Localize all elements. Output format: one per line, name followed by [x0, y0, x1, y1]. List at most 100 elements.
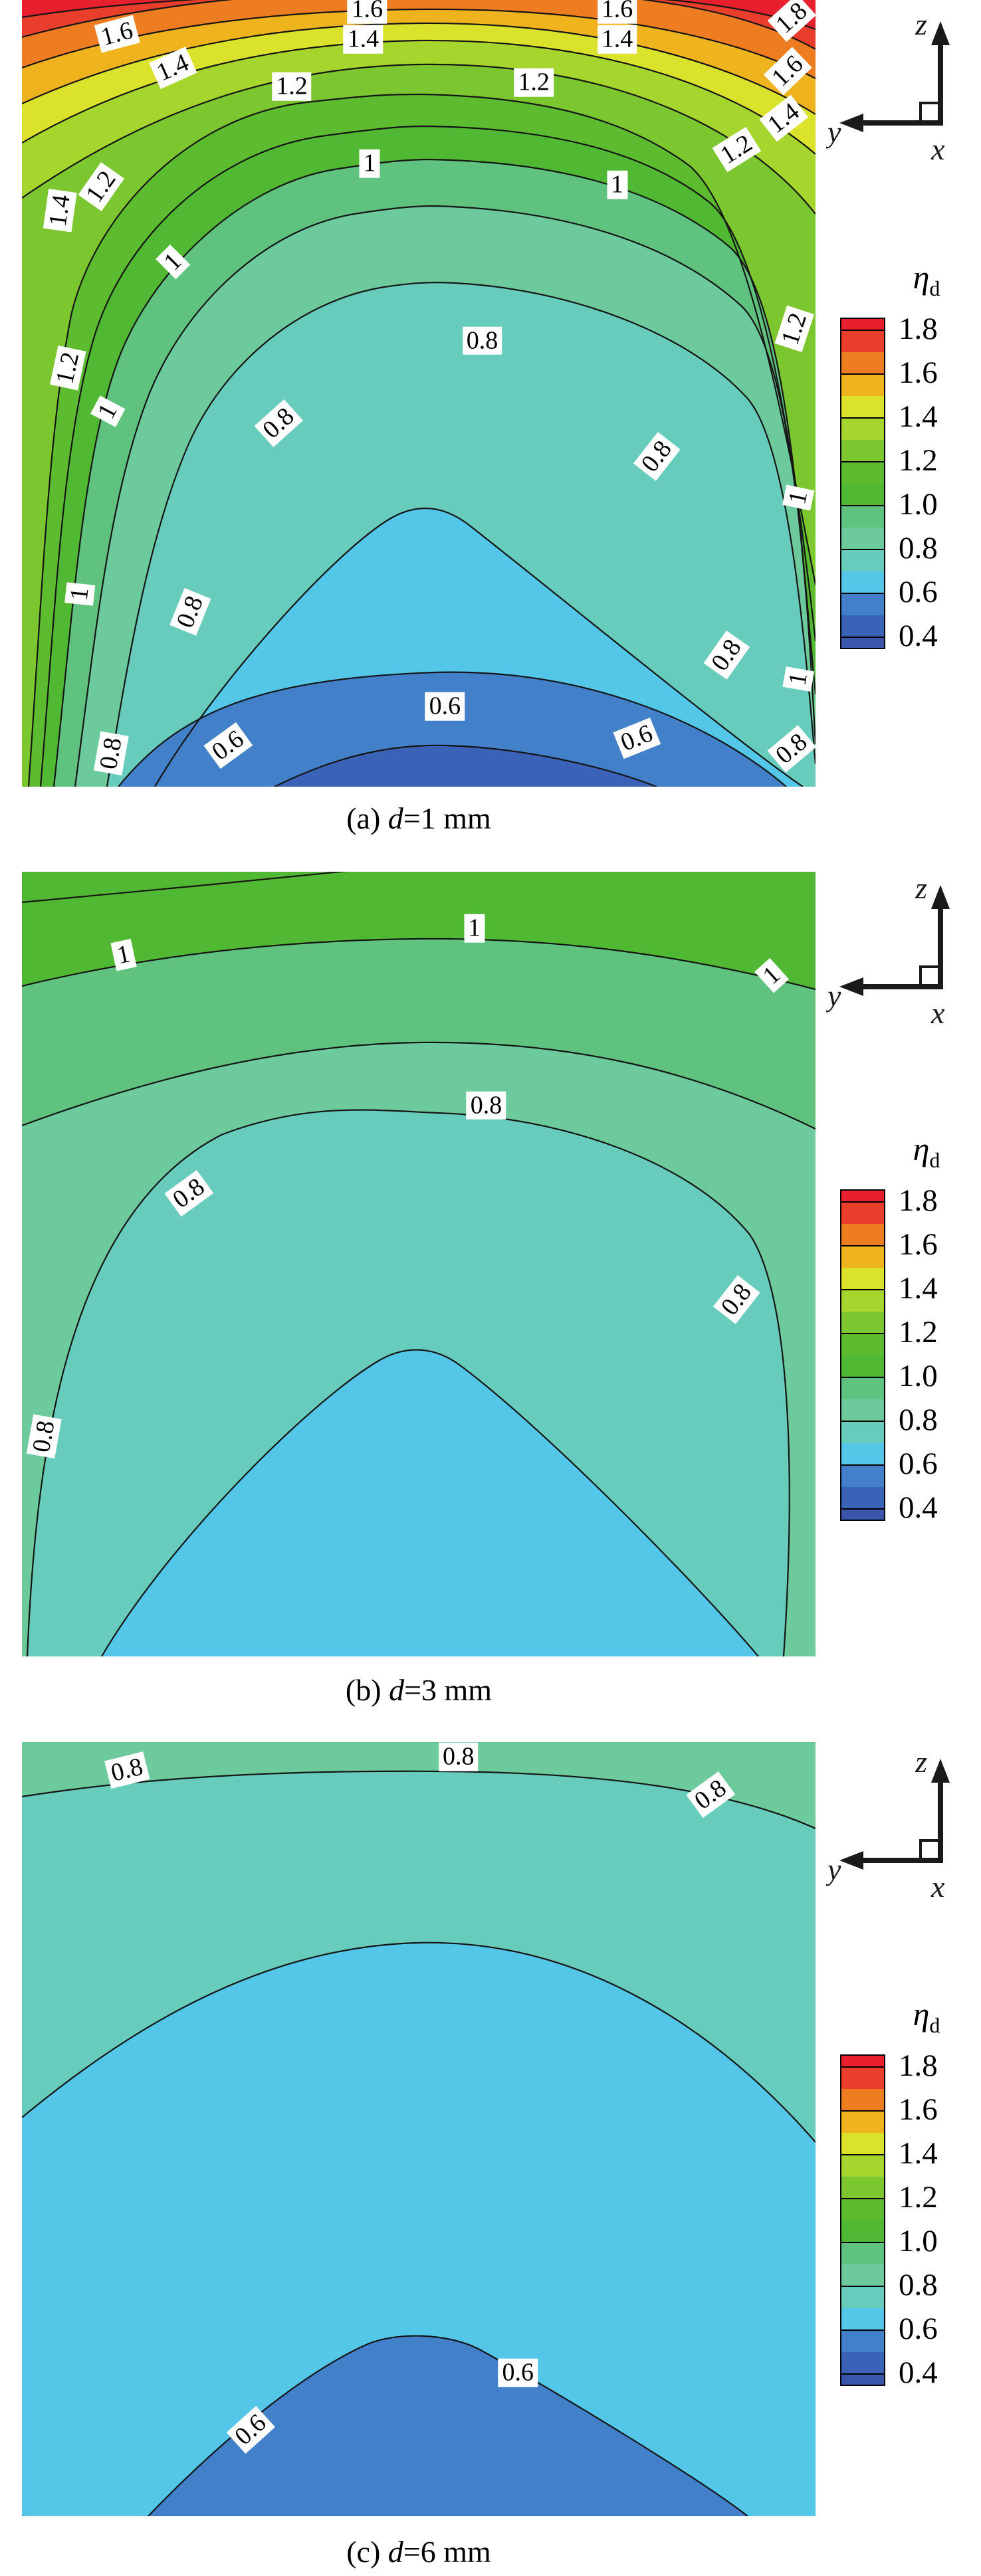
colorbar-segment [841, 2286, 884, 2308]
colorbar-tick-label: 0.8 [899, 2267, 938, 2302]
colorbar-segment [841, 1201, 884, 1224]
contour-label: 1.2 [774, 306, 814, 352]
colorbar-tick-line [841, 2329, 884, 2331]
y-axis-label: y [826, 979, 841, 1013]
contour-label: 0.8 [703, 631, 750, 680]
colorbar-tick-line [841, 2373, 884, 2375]
colorbar-segment [841, 549, 884, 571]
colorbar-segment [841, 615, 884, 637]
y-axis-arrowhead-icon [839, 977, 863, 996]
contour-label: 0.8 [438, 1742, 479, 1771]
colorbar-tick-label: 1.2 [899, 443, 938, 478]
contour-line [22, 0, 816, 50]
colorbar-segment [841, 395, 884, 418]
colorbar-segment [841, 2066, 884, 2089]
contour-band [22, 2335, 816, 2516]
contour-labels-a: 1.6 1.4 1.6 1.4 1.2 1.2 1.6 1.4 1.8 1.6 1.4 1.2 1 1 1.… [22, 0, 816, 787]
contour-label: 1 [607, 170, 627, 199]
colorbar-title: ηd [880, 1130, 973, 1173]
contour-label: 0.8 [27, 1415, 62, 1459]
colorbar-tick-line [841, 636, 884, 638]
colorbar-tick-line [841, 2066, 884, 2068]
colorbar-tick-label: 1.0 [899, 1358, 938, 1393]
axis-indicator-c: z y x [826, 1749, 950, 1902]
colorbar-segment [841, 593, 884, 615]
colorbar-tick-label: 1.4 [899, 399, 938, 434]
contour-line [22, 872, 349, 904]
colorbar-tick-label: 1.6 [899, 2092, 938, 2127]
contour-label: 0.6 [498, 2359, 538, 2387]
colorbar-tick-label: 0.6 [899, 2311, 938, 2346]
z-axis-arrowhead-icon [931, 21, 950, 45]
colorbar-segment [841, 527, 884, 549]
colorbar-tick-label: 1.6 [899, 1227, 938, 1262]
contour-line [22, 22, 816, 115]
contour-labels-b: 1 1 1 0.8 0.8 0.8 0.8 [22, 872, 816, 1656]
colorbar-tick-line [841, 460, 884, 462]
contour-label: 0.8 [712, 1275, 760, 1324]
colorbar-segment [841, 1191, 884, 1202]
colorbar-tick-label: 0.8 [899, 1402, 938, 1437]
contour-label: 0.8 [104, 1751, 150, 1789]
colorbar-tick-line [841, 1244, 884, 1246]
contour-label: 1.4 [43, 189, 77, 233]
contour-line [101, 1349, 759, 1656]
colorbar-tick-label: 1.8 [899, 1183, 938, 1218]
colorbar-segment [841, 351, 884, 374]
contour-label: 1 [754, 957, 790, 993]
contour-label: 1 [359, 149, 380, 178]
eta-subscript: d [929, 276, 940, 300]
contour-label: 1.2 [50, 346, 86, 391]
colorbar-segment [841, 1289, 884, 1312]
colorbar-tick-label: 1.0 [899, 486, 938, 522]
colorbar-tick-label: 0.8 [899, 530, 938, 565]
contour-label: 0.8 [93, 732, 128, 776]
colorbar-b: ηd 1.8 1.6 1.4 1.2 1.0 0.8 0.6 0.4 [840, 1130, 981, 1541]
colorbar-tick-line [841, 548, 884, 550]
contour-label: 1 [782, 484, 814, 512]
contour-plot-a-svg [22, 0, 816, 787]
contour-label: 1.2 [78, 162, 124, 211]
contour-label: 0.6 [203, 722, 253, 769]
contour-line [22, 938, 816, 991]
colorbar-segment [841, 2154, 884, 2177]
colorbar-segment [841, 2308, 884, 2330]
y-axis-label: y [826, 115, 841, 149]
contour-label: 1.6 [94, 15, 140, 53]
contour-label: 0.6 [613, 717, 661, 759]
contour-label: 1.4 [149, 47, 197, 89]
z-axis-arrowhead-icon [931, 885, 950, 909]
colorbar-segment [841, 2373, 884, 2385]
colorbar-tick-label: 1.6 [899, 355, 938, 390]
contour-band [22, 1942, 816, 2516]
caption-c: (c) d=6 mm [22, 2534, 816, 2569]
contour-label: 0.6 [226, 2405, 275, 2454]
colorbar-segment [841, 1267, 884, 1290]
contour-label: 0.8 [254, 399, 302, 447]
contour-line [53, 158, 816, 787]
colorbar-title: ηd [880, 1995, 973, 2038]
contour-label: 0.8 [767, 725, 816, 773]
colorbar-segment [841, 2242, 884, 2264]
colorbar-tick-line [841, 2241, 884, 2243]
colorbar-tick-line [841, 2285, 884, 2287]
x-axis-label: x [930, 1870, 945, 1902]
z-axis-label: z [915, 12, 927, 41]
contour-plot-a: 1.6 1.4 1.6 1.4 1.2 1.2 1.6 1.4 1.8 1.6 1.4 1.2 1 1 1.… [22, 0, 816, 787]
y-axis-arrowhead-icon [839, 1851, 863, 1870]
colorbar-tick-line [841, 329, 884, 331]
contour-label: 1.6 [764, 47, 812, 95]
eta-subscript: d [929, 2013, 940, 2037]
colorbar-segment [841, 1377, 884, 1399]
colorbar-tick-line [841, 1332, 884, 1334]
colorbar-tick-label: 1.8 [899, 2048, 938, 2083]
contour-plot-b-svg [22, 872, 816, 1656]
x-axis-label: x [930, 996, 945, 1029]
colorbar-tick-label: 1.8 [899, 311, 938, 346]
contour-label: 0.8 [633, 432, 681, 481]
contour-plot-b: 1 1 1 0.8 0.8 0.8 0.8 [22, 872, 816, 1656]
colorbar-title: ηd [880, 258, 973, 301]
right-angle-mark [919, 965, 942, 988]
contour-plot-c-svg [22, 1742, 816, 2516]
colorbar-tick-line [841, 1464, 884, 1466]
